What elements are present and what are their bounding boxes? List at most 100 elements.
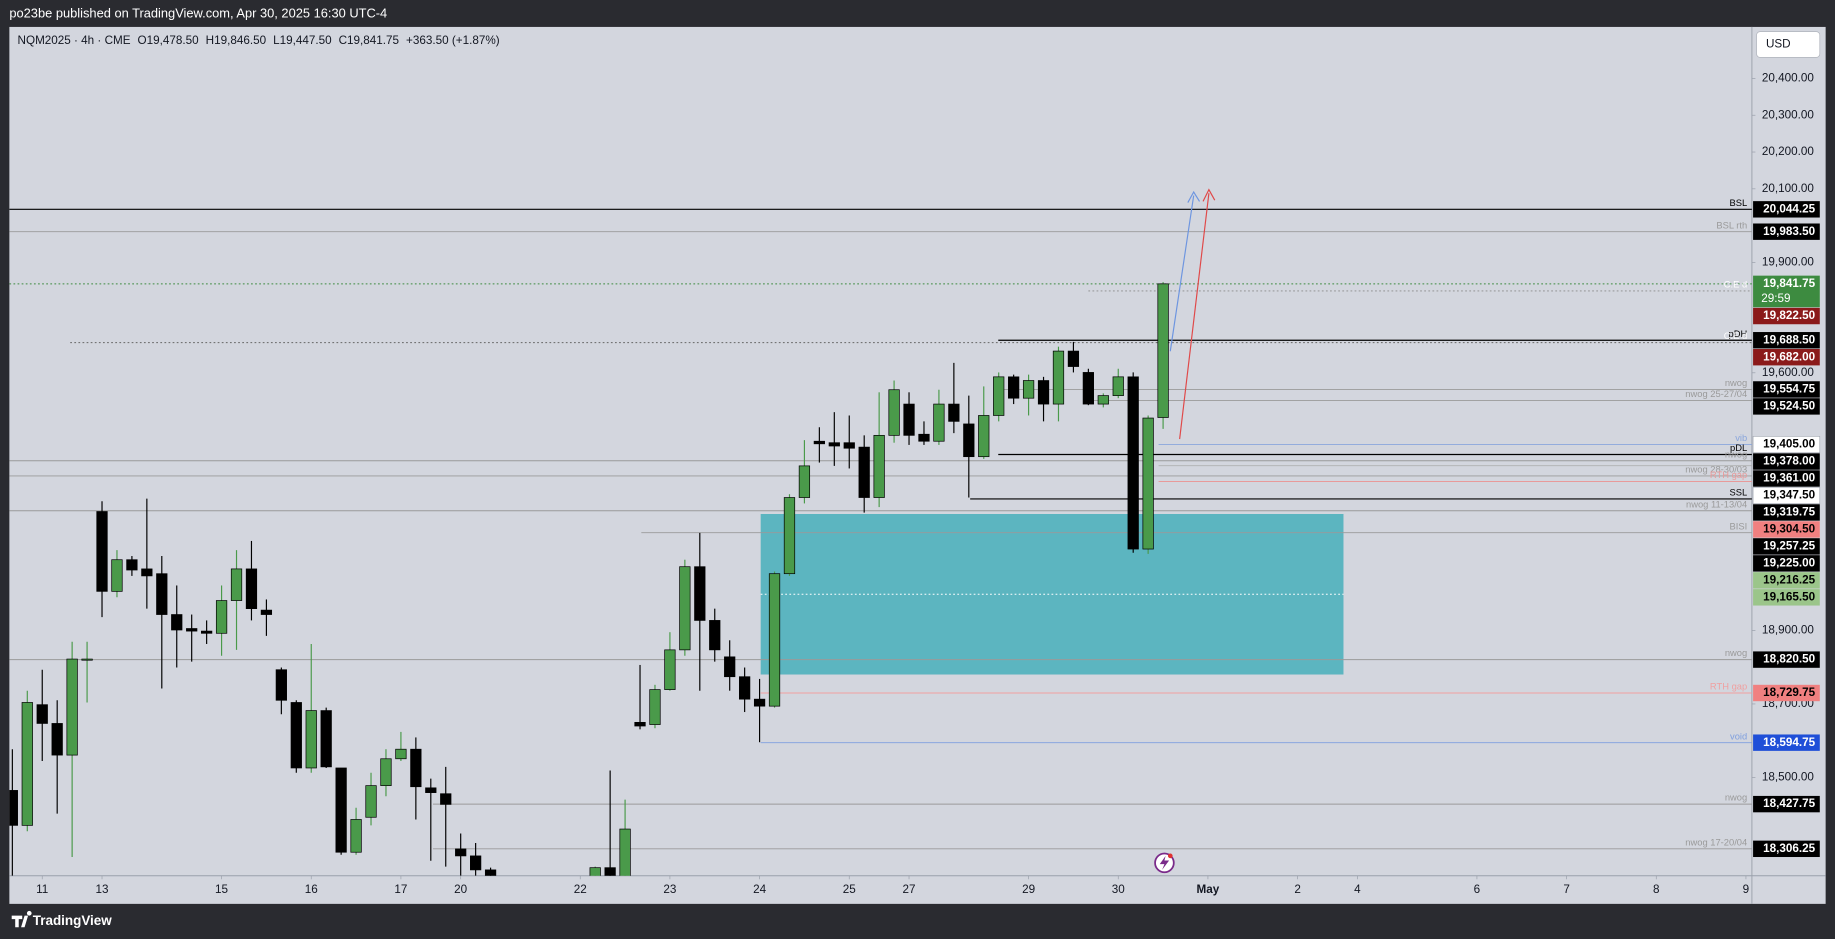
change: +363.50 (+1.87%) (406, 34, 500, 47)
currency-button[interactable] (1756, 31, 1821, 58)
candle-body (589, 867, 601, 876)
price-tag-label: 19,682.00 (1763, 350, 1815, 363)
x-tick-label: 7 (1563, 883, 1570, 896)
ohlc-value: O19,478.50 (138, 34, 200, 47)
level-label: BSL rth (1716, 220, 1747, 230)
level-label: nwog (1725, 378, 1747, 388)
candle-body (171, 614, 183, 631)
price-tag-label: 19,378.00 (1763, 455, 1815, 468)
candle-body (380, 758, 392, 786)
candle-body (619, 828, 631, 876)
x-tick-label: 23 (663, 883, 676, 896)
x-tick-label: May (1197, 883, 1220, 896)
candle-body (156, 573, 168, 615)
events-dot (1167, 853, 1173, 859)
y-tick-label: 19,600.00 (1762, 366, 1814, 379)
level-label: BSL (1730, 198, 1748, 208)
arrow-head (1187, 190, 1201, 203)
y-tick-label: 20,200.00 (1762, 145, 1814, 158)
candle-body (1008, 376, 1020, 399)
candle-body (768, 573, 781, 707)
price-tag (1753, 734, 1820, 751)
level-label: nwog (1725, 793, 1747, 803)
price-tag-label: 18,594.75 (1763, 736, 1815, 749)
candle-body (664, 649, 676, 690)
price-tag (1753, 684, 1820, 702)
price-tag (1753, 470, 1820, 487)
candle-body (1142, 417, 1154, 550)
candle-body (126, 559, 138, 571)
level-label: pDL (1730, 443, 1747, 453)
candle-body (1112, 376, 1124, 396)
level-label: nwog 28-30/03 (1685, 465, 1747, 475)
candle-body (186, 628, 198, 632)
candle-body (724, 656, 736, 678)
price-tag (1753, 504, 1820, 521)
candle-body (21, 702, 33, 826)
candle-body (335, 767, 347, 853)
x-tick-label: 6 (1474, 883, 1481, 896)
projection-arrow-red (1179, 193, 1210, 440)
candle-body (275, 669, 287, 701)
price-tag (1752, 436, 1821, 454)
level-label: C.E d (1724, 280, 1747, 290)
candle-body (858, 446, 870, 498)
price-tag-label: 18,427.75 (1763, 797, 1815, 810)
price-tag (1753, 332, 1820, 349)
candle-body (201, 630, 213, 634)
candle-body (1052, 350, 1065, 405)
x-tick-label: 16 (305, 883, 318, 896)
candle-body (1082, 372, 1094, 405)
y-tick-label: 18,900.00 (1762, 623, 1814, 636)
candle-body (470, 855, 482, 871)
overlay (1154, 188, 1216, 874)
y-tick-label: 20,100.00 (1762, 182, 1814, 195)
level-label: RTH gap (1710, 682, 1747, 692)
brand: TradingView (33, 913, 113, 928)
x-tick-label: 24 (753, 883, 766, 896)
candle-body (963, 423, 975, 458)
price-tag (1753, 795, 1820, 813)
price-tag (1753, 538, 1820, 555)
price-tag-label: 19,841.75 (1763, 277, 1815, 290)
x-tick-label: 4 (1354, 883, 1361, 896)
candle-body (395, 748, 407, 760)
price-tag-label: 18,729.75 (1763, 686, 1815, 699)
price-tag (1753, 453, 1820, 470)
price-tag-label: 19,554.75 (1763, 383, 1815, 396)
events-icon-glyph (1159, 855, 1170, 870)
candle-body (455, 848, 467, 857)
y-tick-label: 19,900.00 (1762, 256, 1814, 269)
price-tag (1753, 651, 1820, 668)
candle-body (260, 609, 273, 615)
candle-body (290, 702, 302, 769)
candle-body (1037, 380, 1050, 405)
level-label: C.E d (1724, 331, 1747, 341)
level-label: nwog 11-13/04 (1686, 499, 1747, 509)
candle-body (36, 704, 48, 724)
candle-body (978, 415, 990, 458)
candle-body (141, 568, 153, 577)
arrow-head (1202, 188, 1216, 202)
candle-body (783, 497, 796, 575)
candle-body (933, 403, 945, 442)
level-label: nwog (1725, 648, 1747, 658)
candle-body (813, 440, 825, 445)
candle-body (694, 566, 706, 621)
price-tag-label: 19,405.00 (1763, 438, 1815, 451)
y-tick-label: 20,300.00 (1762, 108, 1814, 121)
candle-body (634, 721, 646, 727)
x-tick-label: 13 (96, 883, 109, 896)
price-tag-label: 19,524.50 (1763, 400, 1815, 413)
candle-body (679, 566, 691, 651)
ohlc-value: C19,841.75 (339, 34, 400, 47)
y-tick-label: 20,400.00 (1762, 72, 1814, 85)
x-tick-label: 27 (903, 883, 916, 896)
candle-body (96, 511, 108, 592)
x-tick-label: 8 (1653, 883, 1660, 896)
level-label: BISI (1730, 521, 1748, 531)
candle-body (305, 710, 317, 769)
candle-body (484, 869, 497, 876)
price-tag (1753, 555, 1820, 572)
